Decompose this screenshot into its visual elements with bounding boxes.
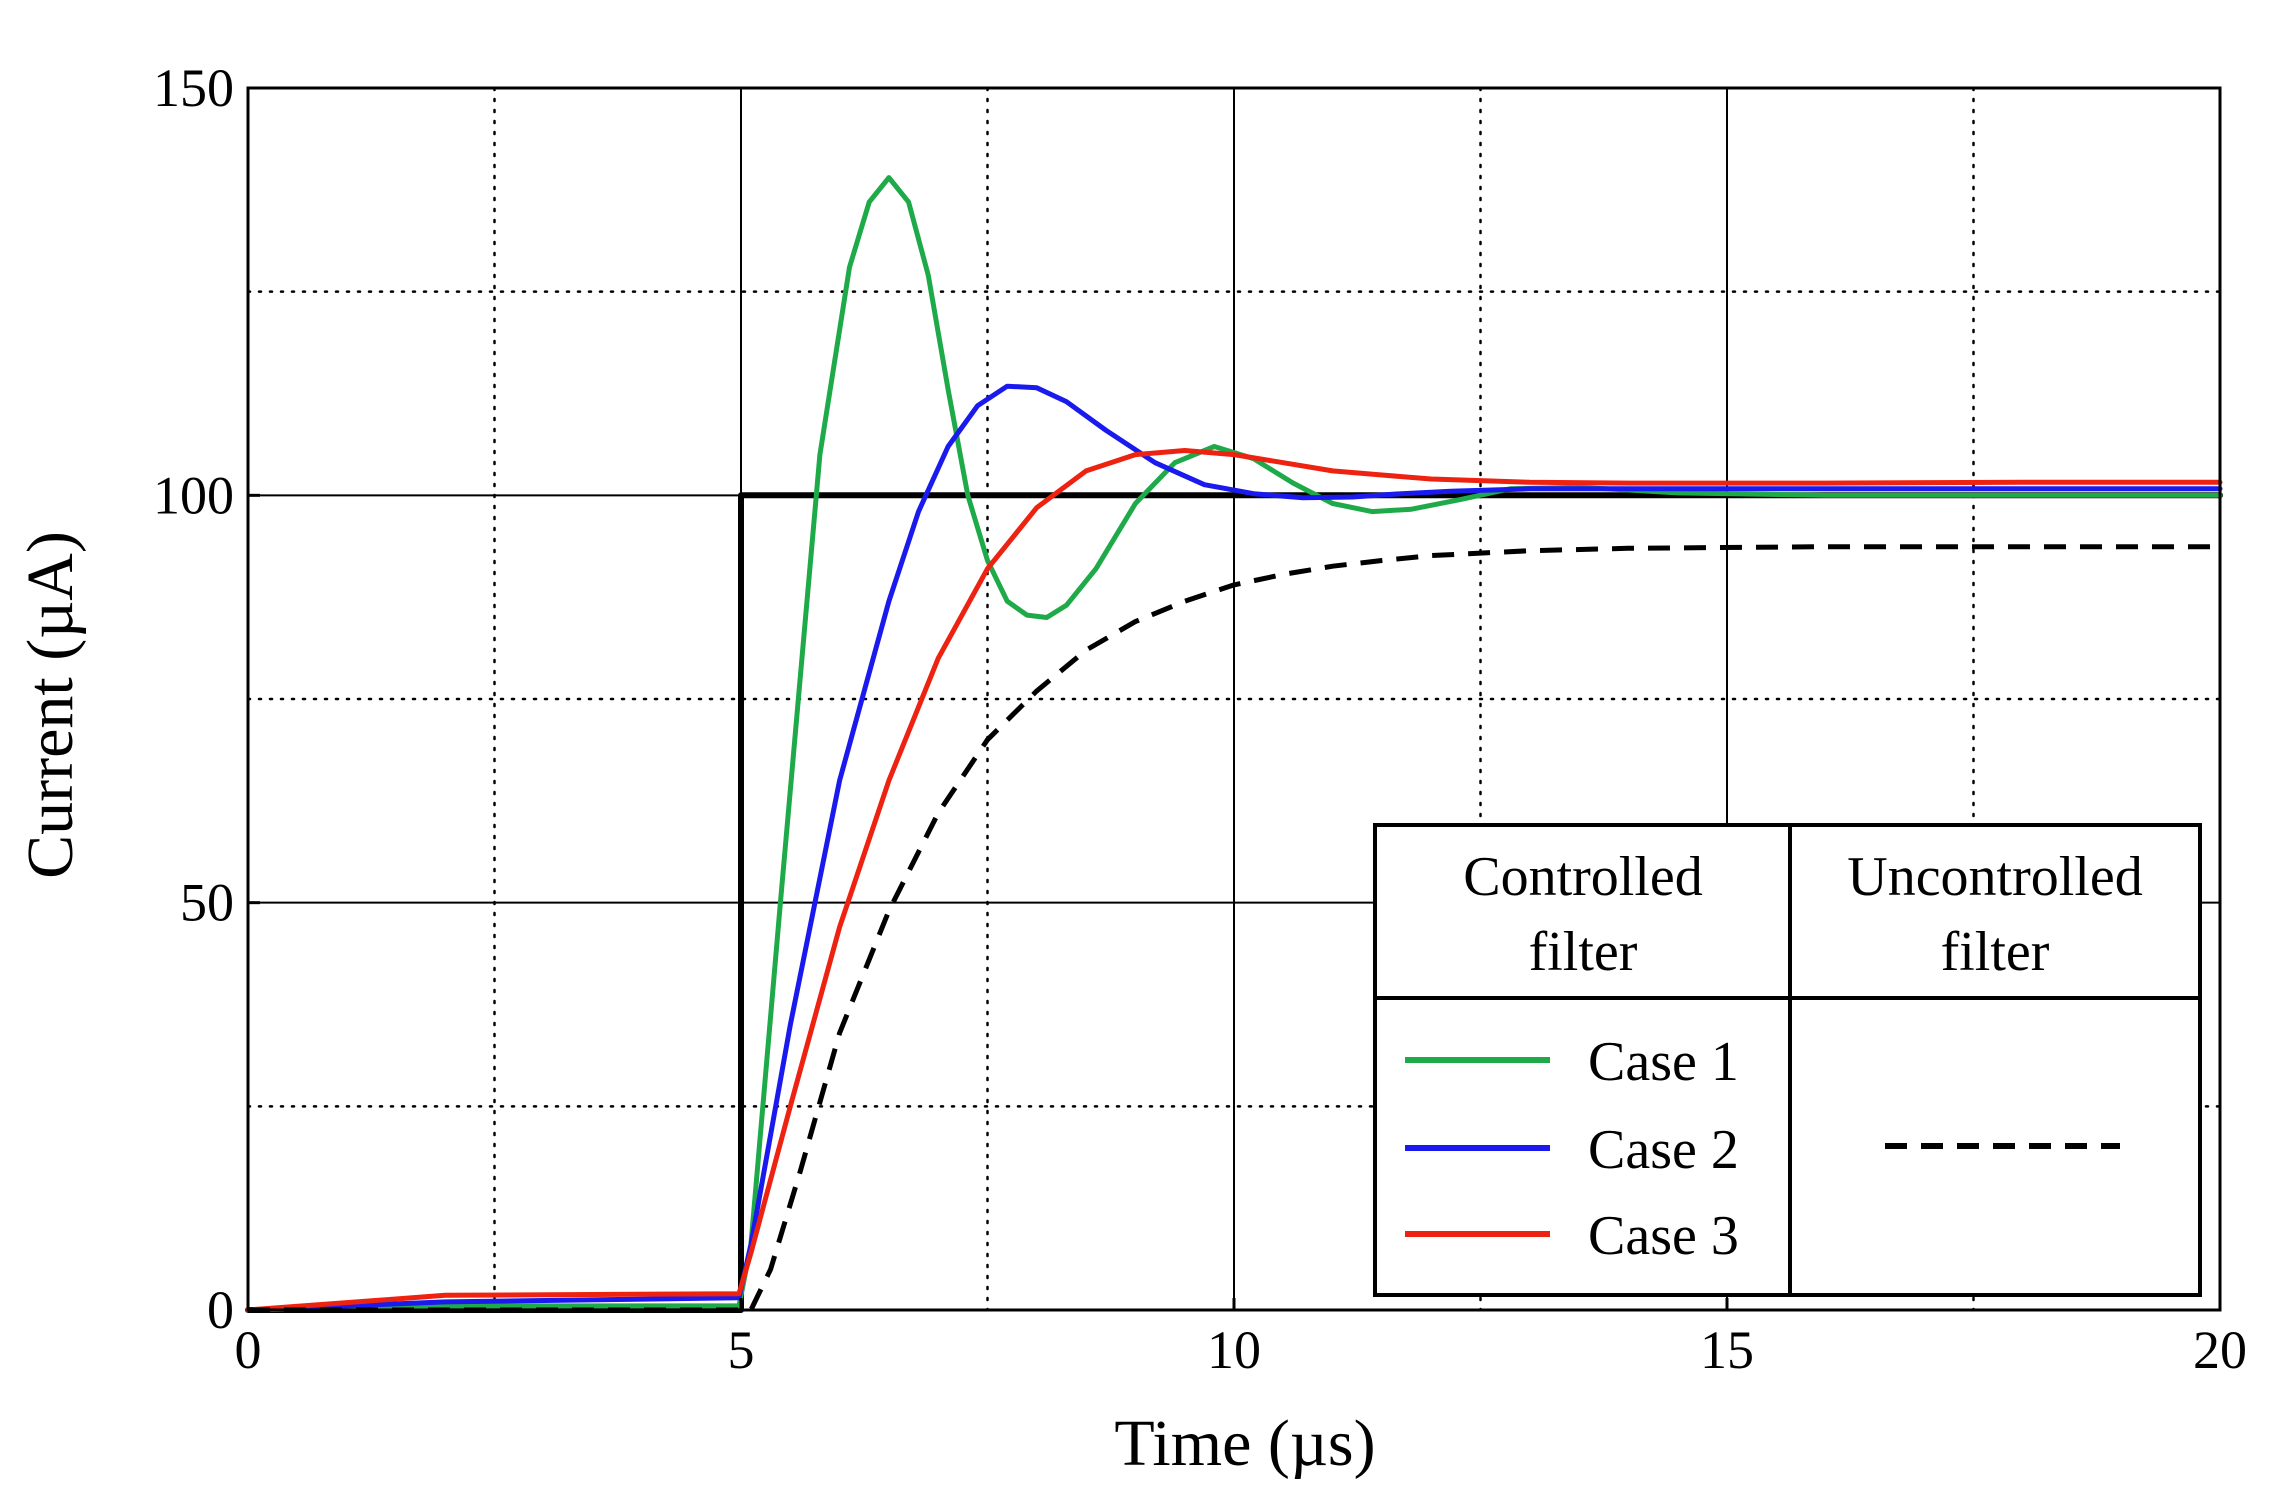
- series-line-case-2: [245, 383, 2223, 1313]
- legend-header-controlled-line2: filter: [1529, 921, 1638, 983]
- x-tick-label-15: 15: [1700, 1320, 1754, 1380]
- x-axis-title: Time (µs): [1114, 1407, 1375, 1480]
- legend: Controlled filter Uncontrolled filter Ca…: [1373, 823, 2202, 1297]
- y-axis-title: Current (µA): [14, 531, 87, 879]
- legend-label-case-1: Case 1: [1588, 1031, 1739, 1093]
- x-tick-label-0: 0: [235, 1320, 262, 1380]
- x-tick-label-5: 5: [728, 1320, 755, 1380]
- legend-header-uncontrolled-line1: Uncontrolled: [1847, 846, 2142, 908]
- x-tick-label-20: 20: [2193, 1320, 2247, 1380]
- legend-label-case-2: Case 2: [1588, 1119, 1739, 1181]
- y-tick-label-0: 0: [207, 1280, 234, 1340]
- y-tick-label-100: 100: [153, 465, 234, 525]
- legend-header-uncontrolled-line2: filter: [1941, 921, 2050, 983]
- series-line-uncontrolled-filter: [248, 544, 2220, 1313]
- series-layer: [245, 175, 2223, 1313]
- series-line-case-3: [245, 448, 2223, 1313]
- legend-label-case-3: Case 3: [1588, 1205, 1739, 1267]
- y-tick-label-50: 50: [180, 873, 234, 933]
- y-tick-label-150: 150: [153, 58, 234, 118]
- y-ticks: 0 50 100 150: [153, 58, 260, 1340]
- legend-header-controlled-line1: Controlled: [1463, 846, 1703, 908]
- series-line-case-1: [245, 175, 2223, 1313]
- x-tick-label-10: 10: [1207, 1320, 1261, 1380]
- x-ticks: 0 5 10 15 20: [235, 1298, 2247, 1380]
